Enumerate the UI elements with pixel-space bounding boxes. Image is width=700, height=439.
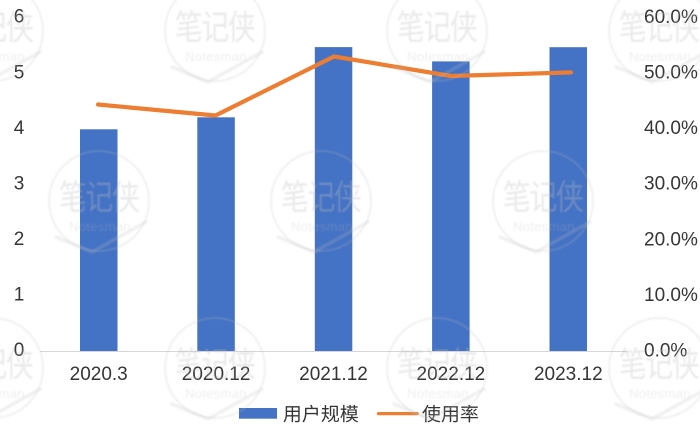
svg-text:1: 1 [14,285,25,306]
svg-text:2021.12: 2021.12 [299,364,368,385]
svg-text:20.0%: 20.0% [644,229,698,250]
svg-text:2022.12: 2022.12 [417,364,486,385]
svg-text:30.0%: 30.0% [644,174,698,195]
svg-text:2: 2 [14,229,25,250]
svg-text:2023.12: 2023.12 [534,364,603,385]
svg-text:40.0%: 40.0% [644,118,698,139]
svg-text:0: 0 [14,340,25,361]
svg-text:4: 4 [14,118,25,139]
svg-text:10.0%: 10.0% [644,285,698,306]
svg-text:2020.3: 2020.3 [70,364,128,385]
svg-text:3: 3 [14,174,25,195]
